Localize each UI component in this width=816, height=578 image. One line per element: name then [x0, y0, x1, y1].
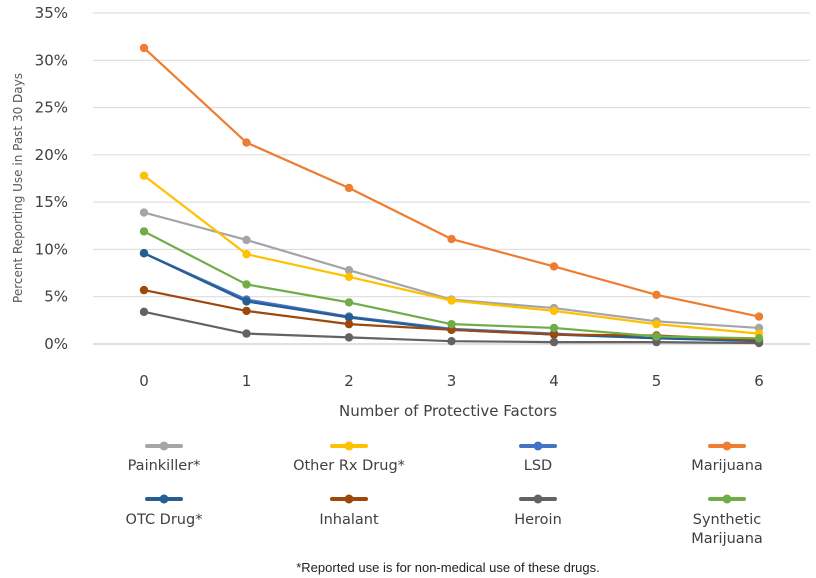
- data-point: [344, 333, 354, 342]
- data-point: [344, 183, 354, 193]
- series-line: [143, 47, 760, 318]
- data-point: [549, 337, 559, 347]
- data-point: [242, 329, 251, 338]
- data-point: [447, 319, 456, 329]
- legend-marker: [344, 494, 354, 504]
- data-point: [139, 227, 149, 236]
- x-tick-label: 3: [447, 372, 457, 390]
- y-axis-title: Percent Reporting Use in Past 30 Days: [11, 73, 25, 303]
- legend-item: Painkiller*: [128, 441, 201, 474]
- y-tick-label: 10%: [35, 240, 68, 258]
- legend-marker: [159, 441, 169, 451]
- data-point: [242, 297, 251, 306]
- x-tick-label: 4: [549, 372, 559, 390]
- data-point: [344, 266, 354, 275]
- data-point: [652, 332, 661, 341]
- legend-label: LSD: [524, 458, 552, 474]
- legend-marker: [533, 494, 543, 504]
- data-point: [549, 323, 559, 333]
- legend-item: LSD: [519, 441, 557, 474]
- data-point: [344, 313, 354, 322]
- legend-item: Marijuana: [691, 441, 763, 474]
- data-point: [139, 208, 149, 217]
- series-lines: [139, 43, 764, 348]
- y-tick-label: 35%: [35, 4, 68, 22]
- data-point: [139, 307, 149, 317]
- legend-item: Other Rx Drug*: [293, 441, 405, 474]
- series-synthetic-marijuana: [139, 227, 764, 343]
- series-painkiller: [139, 208, 764, 333]
- y-tick-label: 20%: [35, 146, 68, 164]
- data-point: [242, 249, 251, 259]
- data-point: [242, 235, 251, 245]
- series-line: [143, 211, 760, 330]
- legend-item: Heroin: [514, 494, 562, 528]
- legend-label: Synthetic Marijuana: [691, 512, 763, 547]
- y-tick-label: 25%: [35, 99, 68, 117]
- data-point: [344, 319, 354, 329]
- y-tick-label: 30%: [35, 51, 68, 69]
- series-other-rx-drug: [139, 171, 764, 338]
- legend-label: OTC Drug*: [126, 512, 203, 528]
- x-tick-label: 0: [139, 372, 149, 390]
- data-point: [242, 280, 251, 289]
- data-point: [447, 296, 456, 305]
- legend-marker: [722, 494, 732, 504]
- data-point: [549, 262, 559, 271]
- legend-item: Synthetic Marijuana: [691, 494, 763, 547]
- series-marijuana: [139, 43, 764, 321]
- legend-label: Inhalant: [319, 512, 379, 528]
- data-point: [549, 330, 559, 339]
- x-tick-label: 1: [242, 372, 252, 390]
- data-point: [344, 298, 354, 307]
- data-point: [139, 43, 149, 53]
- data-point: [652, 319, 661, 329]
- legend-item: Inhalant: [319, 494, 379, 528]
- data-point: [242, 138, 251, 147]
- y-tick-label: 15%: [35, 193, 68, 211]
- x-tick-label: 5: [652, 372, 662, 390]
- series-heroin: [139, 307, 764, 348]
- legend-marker: [722, 441, 732, 451]
- data-point: [139, 285, 149, 295]
- x-tick-label: 6: [754, 372, 764, 390]
- data-point: [242, 306, 251, 316]
- data-point: [549, 306, 559, 316]
- legend-label: Marijuana: [691, 458, 763, 474]
- x-tick-label: 2: [344, 372, 354, 390]
- data-point: [754, 334, 764, 343]
- data-point: [754, 312, 764, 321]
- y-axis-ticks: 0% 5% 10% 15% 20% 25% 30% 35%: [35, 4, 68, 353]
- footnote: *Reported use is for non-medical use of …: [296, 560, 600, 575]
- legend: Painkiller* Other Rx Drug* LSD Marijuana OTC…: [126, 441, 763, 547]
- gridlines: [93, 12, 810, 345]
- data-point: [139, 249, 149, 258]
- legend-marker: [344, 441, 354, 451]
- legend-label: Painkiller*: [128, 458, 201, 474]
- legend-item: OTC Drug*: [126, 494, 203, 528]
- x-axis-title: Number of Protective Factors: [339, 402, 557, 420]
- data-point: [447, 336, 456, 346]
- data-point: [139, 171, 149, 180]
- data-point: [344, 272, 354, 282]
- legend-label: Heroin: [514, 512, 562, 528]
- x-axis-ticks: 0 1 2 3 4 5 6: [139, 372, 764, 390]
- legend-marker: [533, 441, 543, 451]
- data-point: [447, 234, 456, 244]
- legend-label: Other Rx Drug*: [293, 458, 405, 474]
- y-tick-label: 0%: [44, 335, 68, 353]
- legend-marker: [159, 494, 169, 504]
- data-point: [652, 290, 661, 300]
- y-tick-label: 5%: [44, 288, 68, 306]
